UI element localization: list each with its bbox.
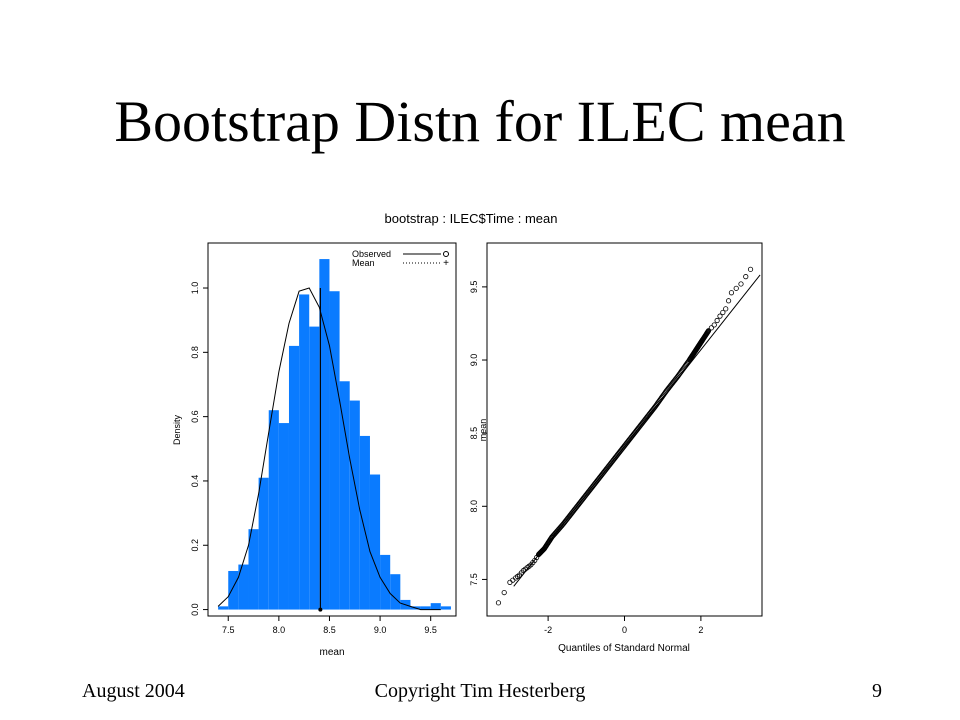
footer-page-number: 9 [872,680,882,702]
qq-point [733,285,739,291]
qq-point [705,328,712,334]
histogram-x-ticks: 7.5 8.0 8.5 9.0 9.5 [222,616,437,635]
x-tick-label: 7.5 [222,625,235,635]
qq-point [717,313,723,319]
histogram-bar [349,400,360,610]
footer-copyright: Copyright Tim Hesterberg [374,680,586,702]
qq-point [711,322,717,328]
histogram-bar [390,574,401,610]
x-tick-label: 9.5 [424,625,437,635]
density-curve [217,287,441,611]
histogram-bar [228,570,239,610]
qq-point [708,325,714,331]
histogram-bar [369,474,381,610]
qq-points [495,266,754,606]
qq-point [723,306,729,312]
histogram-bar [440,606,451,610]
x-tick-label: -2 [544,625,552,635]
qq-plot-panel: -2 0 2 7.5 8.0 8.5 9.0 9.5 Quantiles of Standa… [469,242,763,654]
qq-y-ticks: 7.5 8.0 8.5 9.0 9.5 [469,281,487,586]
x-tick-label: 0 [622,625,627,635]
histogram-bar [248,529,259,610]
qq-y-label: mean [478,419,488,442]
slide-title: Bootstrap Distn for ILEC mean [114,89,846,154]
histogram-bar [238,564,249,610]
y-tick-label: 7.5 [469,573,479,586]
qq-point [725,298,732,304]
histogram-bar [299,294,310,610]
histogram-bar [380,554,391,610]
y-tick-label: 0.2 [190,539,200,552]
y-tick-label: 0.8 [190,346,200,359]
histogram-bar [258,477,269,610]
histogram-frame [207,242,457,617]
y-tick-label: 9.5 [469,281,479,294]
qq-x-label: Quantiles of Standard Normal [558,643,690,654]
y-tick-label: 1.0 [190,282,200,295]
histogram-bar [329,291,340,610]
histogram-y-ticks: 0.0 0.2 0.4 0.6 0.8 1.0 [190,282,208,616]
figure-title: bootstrap : ILEC$Time : mean [385,211,558,226]
histogram-bar [309,326,320,610]
qq-x-ticks: -2 0 2 [544,616,703,635]
x-tick-label: 9.0 [374,625,387,635]
qq-point [495,600,502,606]
x-tick-label: 2 [698,625,703,635]
y-tick-label: 8.5 [469,427,479,440]
histogram-panel: 7.5 8.0 8.5 9.0 9.5 0.00.20.40.60.81.0 mean … [172,242,457,658]
histogram-bar [278,423,289,610]
qq-point [738,281,744,287]
observed-marker [318,607,323,612]
histogram-y-label: Density [172,414,182,445]
y-tick-label: 0.0 [190,603,200,616]
histogram-bar [268,410,279,610]
y-tick-label: 0.4 [190,475,200,488]
qq-point [720,309,726,316]
y-tick-label: 8.0 [469,500,479,513]
x-tick-label: 8.5 [323,625,336,635]
qq-point [714,317,720,324]
qq-point [501,589,507,596]
histogram-x-label: mean [319,647,344,658]
y-tick-label: 0.6 [190,410,200,423]
legend-observed-marker [443,251,449,257]
legend-mean-label: Mean [352,258,375,268]
qq-point [747,266,754,272]
histogram-bar [420,606,431,610]
legend: Observed Mean + [352,249,449,269]
histogram-bar [430,603,441,610]
y-tick-label: 9.0 [469,354,479,367]
histogram-bar [359,435,370,610]
histogram-bar [339,381,350,610]
legend-observed-label: Observed [352,249,391,259]
legend-mean-marker: + [443,258,449,269]
x-tick-label: 8.0 [273,625,286,635]
histogram-bar [319,259,330,610]
qq-point [728,290,735,296]
histogram-bars [218,259,451,610]
qq-point [743,274,749,280]
qq-plot-frame [486,242,763,617]
histogram-bar [288,345,300,610]
footer-date: August 2004 [82,680,185,702]
histogram-bar [218,606,229,610]
